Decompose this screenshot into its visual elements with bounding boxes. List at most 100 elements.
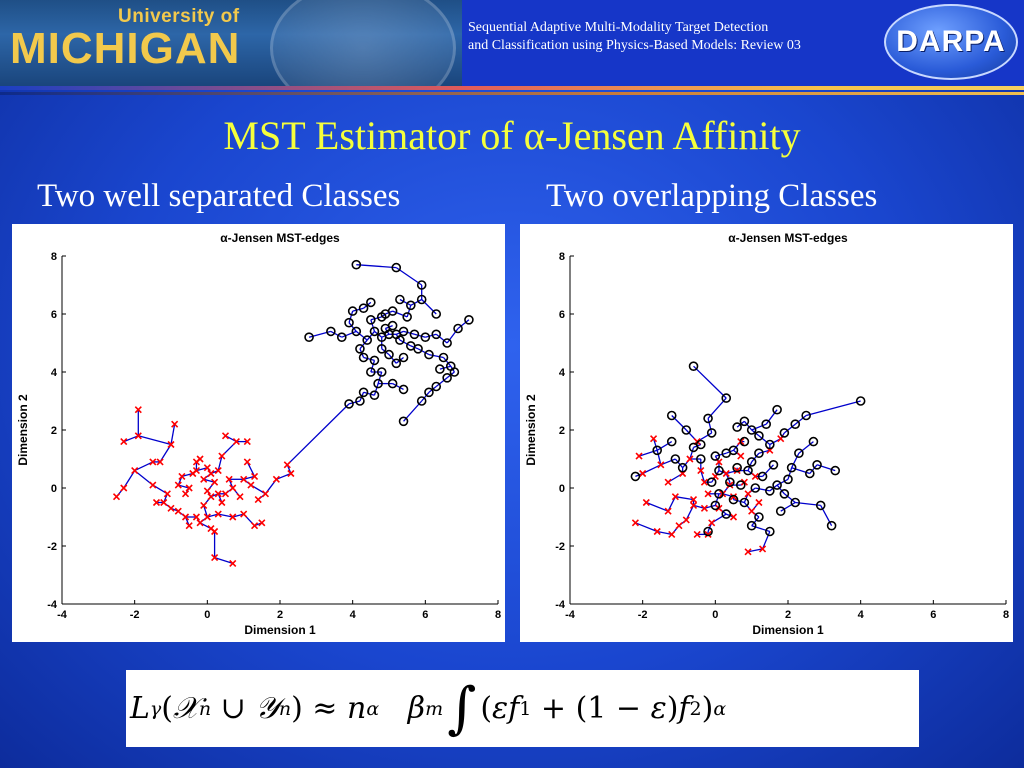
class-x-point xyxy=(729,513,738,521)
mst-edge xyxy=(399,298,412,306)
class-x-point xyxy=(240,475,248,483)
mst-edge xyxy=(218,513,233,518)
class-o-point xyxy=(630,471,641,482)
mst-edge xyxy=(700,470,706,483)
class-o-point xyxy=(402,312,412,322)
class-o-point xyxy=(772,404,782,415)
class-x-point xyxy=(726,481,734,489)
class-x-point xyxy=(693,530,701,538)
class-x-point xyxy=(283,461,291,469)
project-title: Sequential Adaptive Multi-Modality Targe… xyxy=(468,19,801,55)
class-x-point xyxy=(192,513,200,521)
y-tick-label: 8 xyxy=(51,251,57,263)
mst-edge xyxy=(425,333,437,338)
class-x-point xyxy=(748,507,756,515)
mst-edge xyxy=(685,505,695,521)
mst-edge xyxy=(707,418,713,434)
class-o-point xyxy=(765,439,775,450)
class-x-point xyxy=(192,467,200,475)
class-o-point xyxy=(398,326,409,337)
class-o-point xyxy=(826,520,837,531)
mst-edge xyxy=(203,478,215,483)
class-x-point xyxy=(211,554,219,562)
class-o-point xyxy=(344,317,354,328)
class-x-point xyxy=(635,452,643,460)
class-x-point xyxy=(657,461,665,469)
class-o-point xyxy=(652,445,662,456)
class-x-point xyxy=(156,458,164,466)
mst-edge xyxy=(439,365,451,370)
x-tick-label: 6 xyxy=(422,609,428,621)
class-o-point xyxy=(398,352,409,363)
class-x-point xyxy=(218,498,226,507)
class-x-point xyxy=(163,490,171,498)
class-o-point xyxy=(420,332,431,342)
class-x-point xyxy=(200,501,208,509)
y-tick-label: -2 xyxy=(47,541,57,553)
mst-edge xyxy=(276,472,292,480)
y-tick-label: 4 xyxy=(559,367,566,379)
class-o-point xyxy=(387,378,398,389)
slide-title: MST Estimator of α-Jensen Affinity xyxy=(223,113,801,158)
mst-edge xyxy=(646,501,669,512)
mst-edge xyxy=(693,504,705,509)
class-x-point xyxy=(664,478,672,486)
class-o-point xyxy=(696,454,706,464)
class-o-point xyxy=(435,364,445,374)
chart-title: α-Jensen MST-edges xyxy=(220,231,340,245)
class-o-point xyxy=(754,431,764,441)
y-tick-label: 0 xyxy=(559,483,565,495)
class-o-point xyxy=(706,477,717,488)
left-plot-subtitle: Two well separated Classes xyxy=(37,178,401,214)
class-o-point xyxy=(666,410,677,421)
class-x-point xyxy=(174,481,182,489)
mst-edge xyxy=(776,484,785,495)
x-tick-label: -2 xyxy=(130,609,140,621)
mst-edge xyxy=(443,357,452,367)
class-x-point xyxy=(240,510,248,518)
mst-edge xyxy=(780,501,796,512)
class-o-point xyxy=(739,436,750,447)
class-x-point xyxy=(203,487,211,495)
class-x-point xyxy=(167,440,175,449)
class-x-point xyxy=(243,438,251,446)
class-x-point xyxy=(203,513,211,521)
class-x-point xyxy=(755,498,763,507)
class-o-point xyxy=(326,326,336,337)
class-o-point xyxy=(688,361,699,371)
mst-edge xyxy=(635,522,658,533)
class-x-point xyxy=(196,519,204,527)
x-tick-label: 2 xyxy=(277,609,283,621)
class-o-point xyxy=(336,332,347,342)
class-o-point xyxy=(772,480,782,490)
class-x-point xyxy=(700,504,708,512)
mst-edge xyxy=(388,354,397,364)
class-x-point xyxy=(650,435,658,443)
class-o-point xyxy=(380,323,391,334)
michigan-wordmark: MICHIGAN xyxy=(10,24,241,73)
mst-edge xyxy=(421,391,430,402)
mst-edge xyxy=(751,423,767,431)
right-chart-panel: α-Jensen MST-edges -4 -2 0 2 4 6 8 -4 -2 0 2 4 6 8 Dime… xyxy=(520,224,1013,642)
class-o-point xyxy=(721,393,732,403)
mst-edge xyxy=(348,400,361,405)
class-x-point xyxy=(722,469,730,478)
class-o-point xyxy=(424,349,434,360)
class-o-point xyxy=(779,428,790,438)
class-o-point xyxy=(732,422,742,432)
mst-edge xyxy=(363,356,375,362)
class-o-point xyxy=(409,329,420,340)
mst-edge xyxy=(366,330,375,341)
mst-edge xyxy=(693,365,727,399)
class-x-point xyxy=(733,467,741,475)
mst-edge xyxy=(751,516,760,527)
mst-edge xyxy=(373,383,379,396)
class-o-point xyxy=(416,294,427,305)
class-o-point xyxy=(728,494,739,505)
class-o-point xyxy=(442,338,452,348)
class-o-point xyxy=(391,358,402,369)
class-x-point xyxy=(229,484,237,492)
class-o-point xyxy=(355,344,365,354)
class-o-point xyxy=(398,384,409,395)
class-x-point xyxy=(149,481,157,489)
